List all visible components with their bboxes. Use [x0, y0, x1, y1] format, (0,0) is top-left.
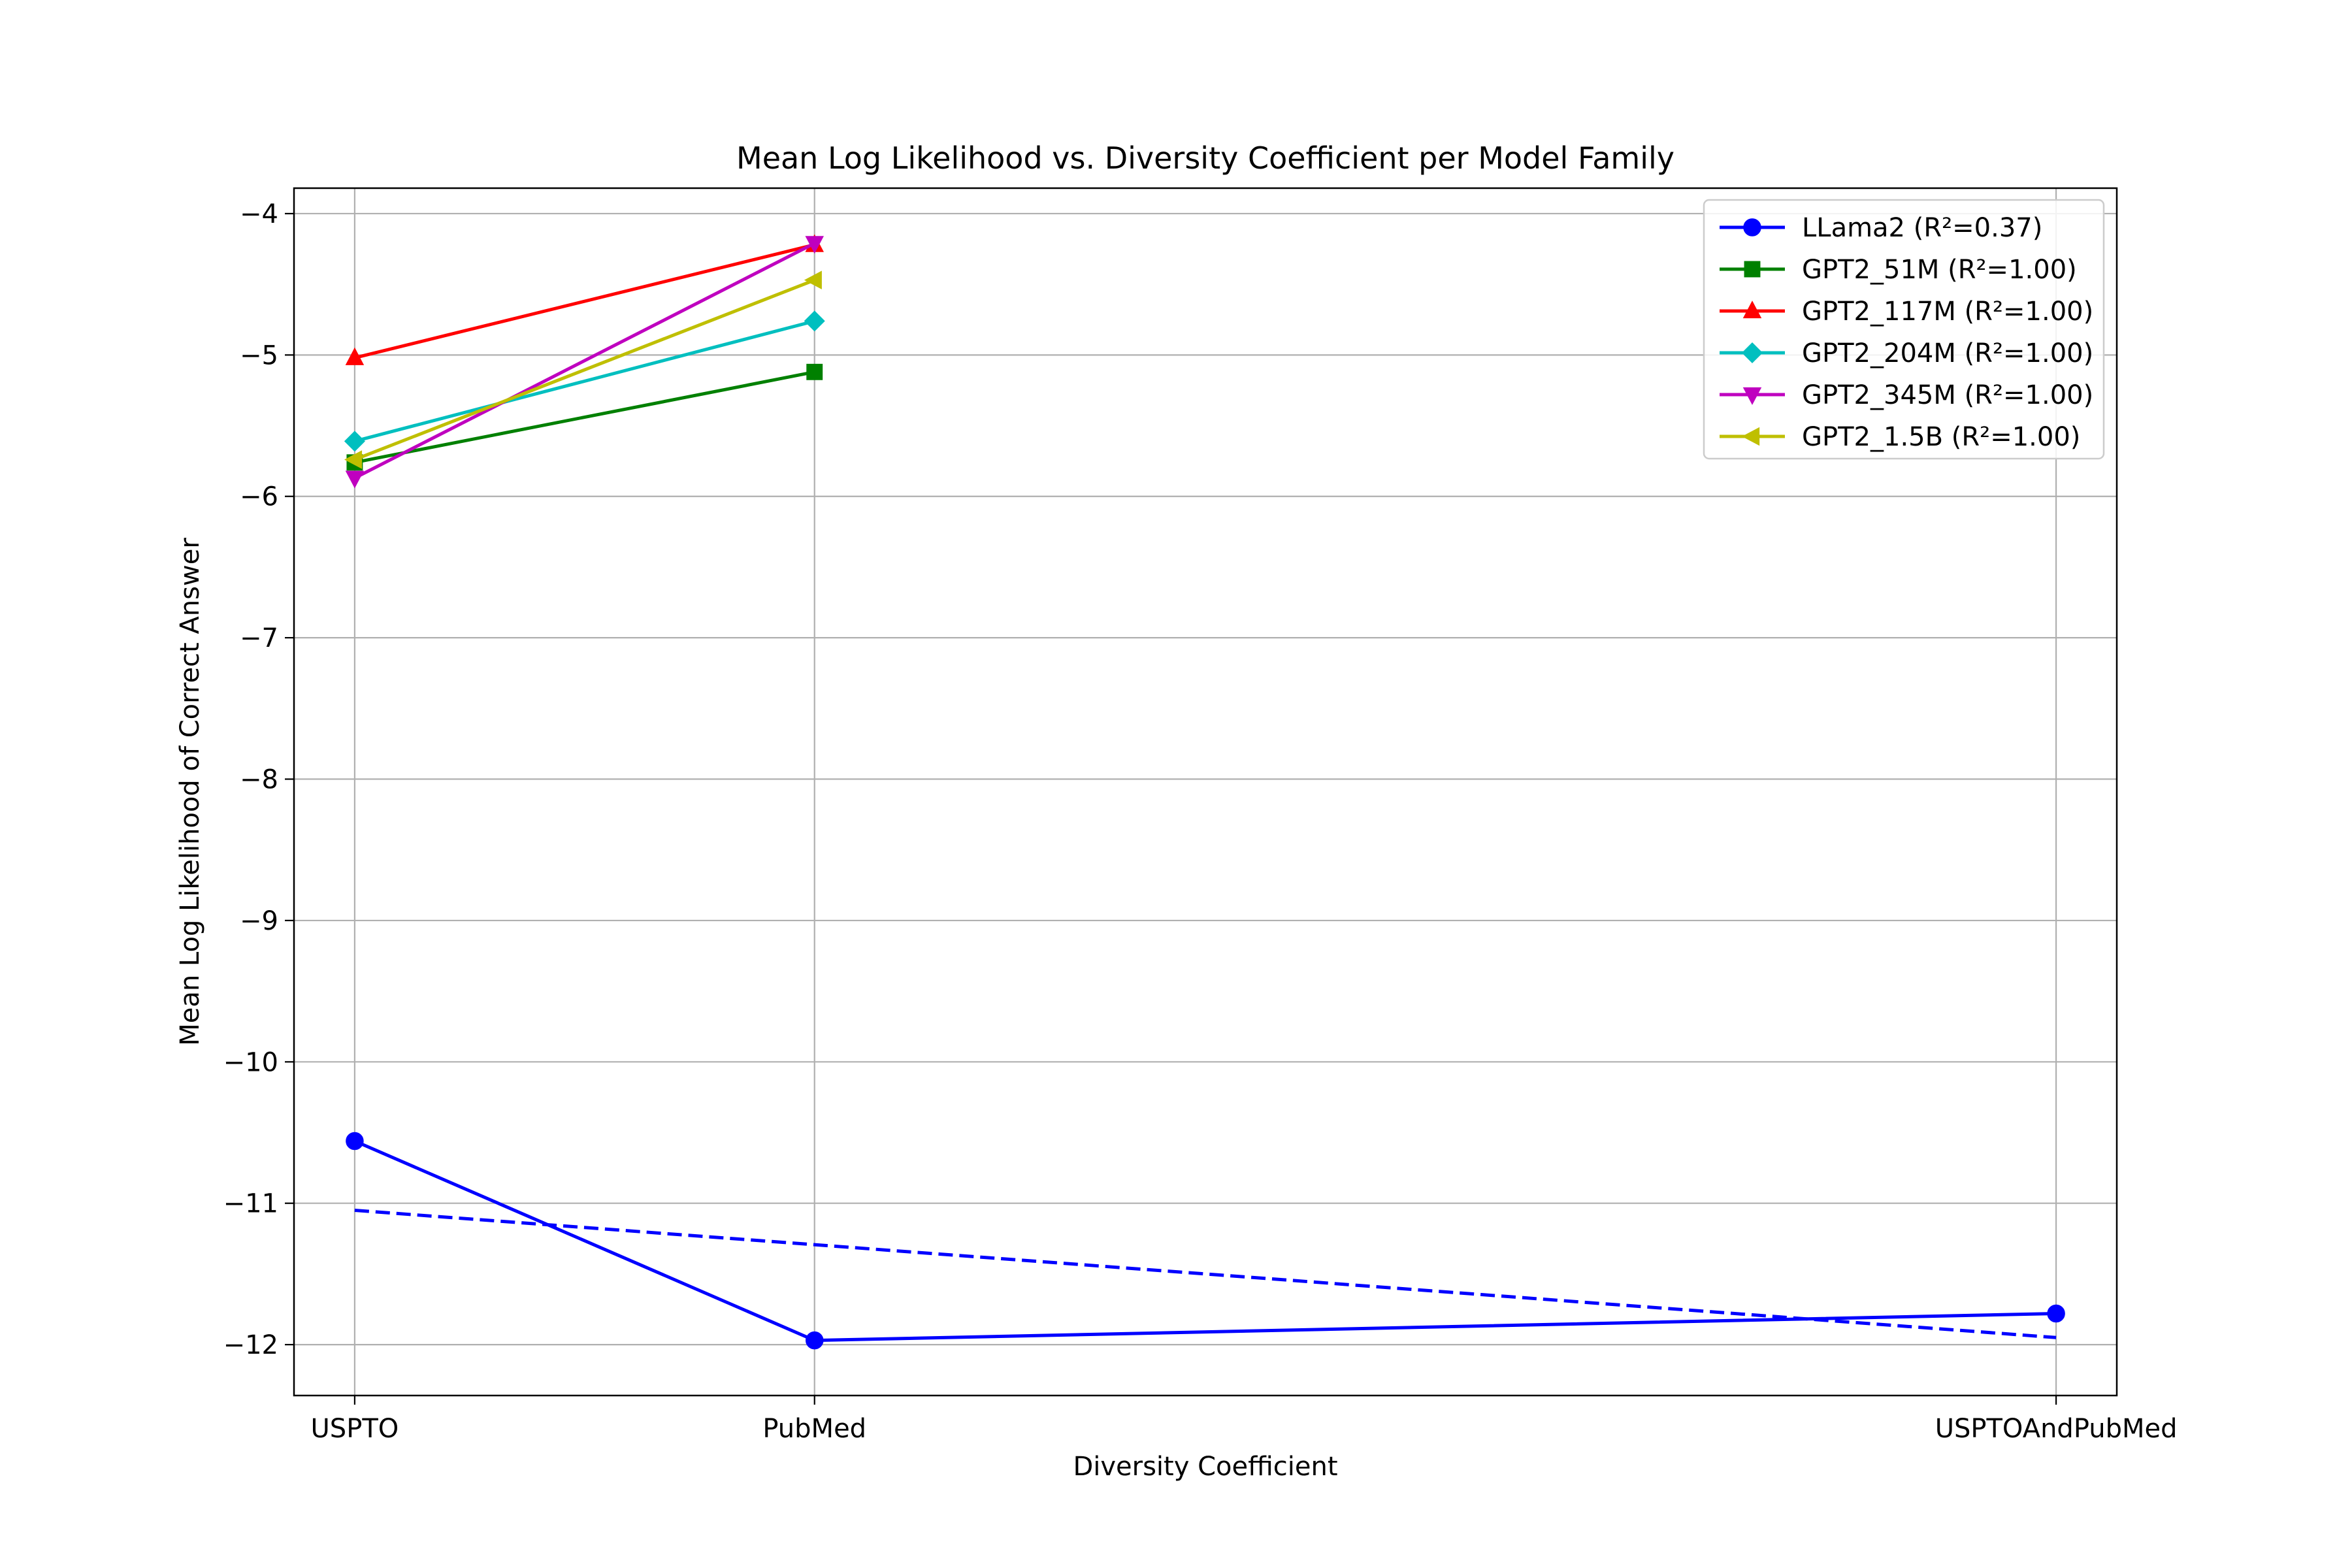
legend-marker	[1741, 342, 1763, 364]
legend-entry: GPT2_204M (R²=1.00)	[1720, 338, 2093, 368]
y-axis-ticks: −4 −5 −6 −7 −8 −9 −10 −11 −12	[223, 199, 294, 1360]
series-line	[354, 319, 815, 443]
y-axis-label: Mean Log Likelihood of Correct Answer	[175, 538, 205, 1046]
series	[346, 1132, 2065, 1350]
legend-entry: LLama2 (R²=0.37)	[1720, 213, 2042, 243]
series-line	[353, 242, 815, 480]
data-point	[346, 1132, 364, 1151]
data-point	[805, 1331, 824, 1350]
data-point	[345, 347, 365, 365]
x-tick-label: PubMed	[762, 1414, 866, 1444]
series	[344, 270, 822, 469]
plot-frame	[293, 187, 2118, 1397]
chart-title: Mean Log Likelihood vs. Diversity Coeffi…	[736, 140, 1674, 176]
data-point	[804, 270, 822, 289]
legend-box	[1703, 199, 2105, 460]
data-point	[806, 363, 823, 380]
y-tick-label: −7	[240, 623, 278, 653]
series	[345, 236, 824, 489]
y-tick-label: −8	[240, 765, 278, 795]
legend-label: GPT2_204M (R²=1.00)	[1802, 338, 2093, 368]
legend-marker	[1743, 218, 1761, 237]
y-tick-label: −10	[223, 1047, 278, 1077]
legend-entry: GPT2_51M (R²=1.00)	[1720, 255, 2077, 285]
legend-label: GPT2_117M (R²=1.00)	[1802, 297, 2093, 327]
legend-marker	[1742, 301, 1762, 319]
trend-lines	[354, 1209, 2057, 1339]
x-tick-label: USPTO	[311, 1414, 399, 1444]
data-point	[344, 431, 365, 452]
legend-entry: GPT2_345M (R²=1.00)	[1720, 380, 2093, 410]
legend-marker	[1742, 387, 1762, 405]
y-tick-label: −9	[240, 906, 278, 936]
data-point	[805, 236, 824, 254]
y-tick-label: −12	[223, 1330, 278, 1360]
data-point	[804, 310, 825, 332]
legend-marker	[1742, 427, 1760, 446]
data-point	[2047, 1304, 2065, 1323]
y-tick-label: −11	[223, 1189, 278, 1219]
legend-entry: GPT2_117M (R²=1.00)	[1720, 297, 2093, 327]
legend-label: GPT2_345M (R²=1.00)	[1802, 380, 2093, 410]
legend-label: GPT2_1.5B (R²=1.00)	[1802, 422, 2080, 452]
series-layer	[344, 234, 2065, 1350]
grid	[294, 188, 2117, 1396]
series-line	[354, 243, 815, 360]
data-point	[344, 450, 363, 469]
trend-line	[354, 1209, 2057, 1339]
y-tick-label: −6	[240, 482, 278, 512]
x-axis-label: Diversity Coefficient	[1073, 1452, 1337, 1482]
data-point	[345, 470, 365, 489]
series-line	[354, 370, 815, 465]
y-tick-label: −5	[240, 340, 278, 370]
y-tick-label: −4	[240, 199, 278, 229]
legend-label: GPT2_51M (R²=1.00)	[1802, 255, 2077, 285]
legend-marker	[1744, 261, 1761, 278]
series	[344, 310, 825, 452]
series-line	[353, 278, 815, 461]
x-axis-ticks: USPTO PubMed USPTOAndPubMed	[311, 1396, 2178, 1444]
legend-entry: GPT2_1.5B (R²=1.00)	[1720, 422, 2080, 452]
legend: LLama2 (R²=0.37) GPT2_51M (R²=1.00) GPT2_1…	[1703, 199, 2105, 460]
legend-label: LLama2 (R²=0.37)	[1802, 213, 2042, 243]
x-tick-label: USPTOAndPubMed	[1935, 1414, 2178, 1444]
